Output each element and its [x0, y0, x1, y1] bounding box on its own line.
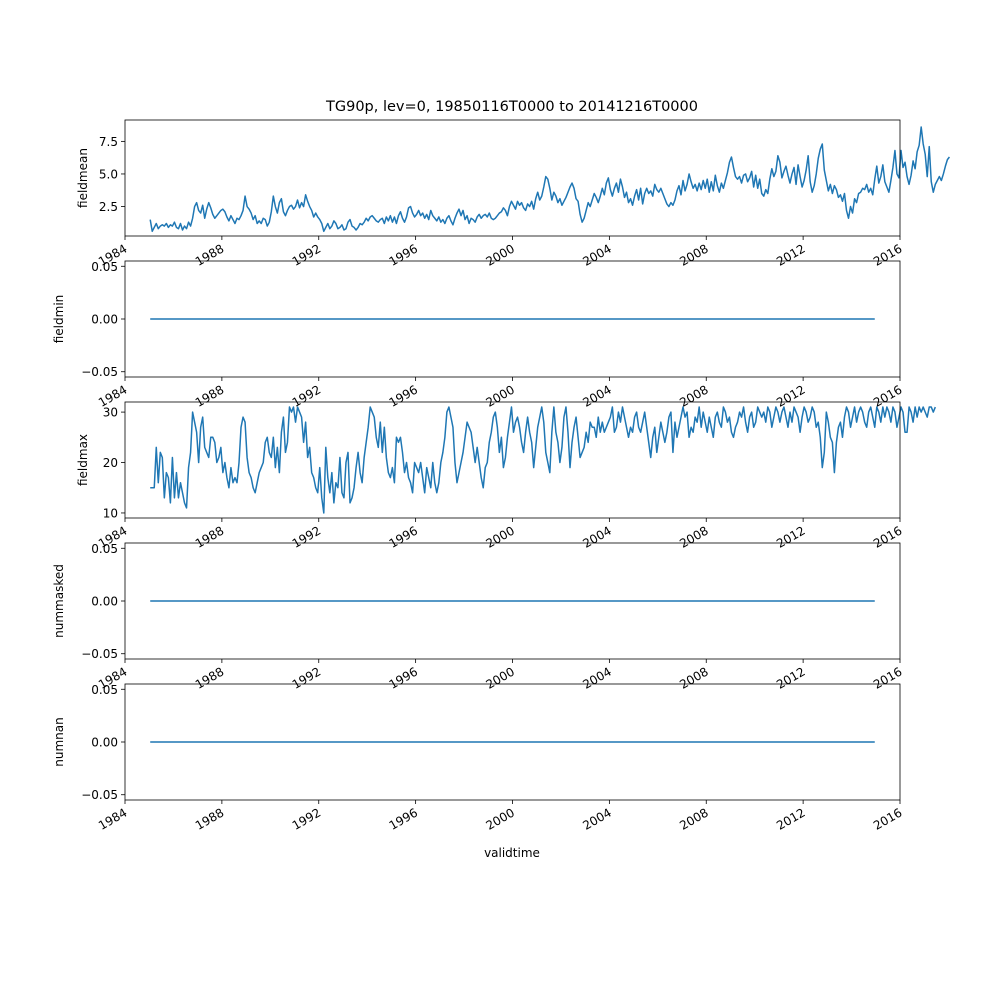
- x-tick-label: 1988: [193, 805, 226, 832]
- x-tick-label: 2008: [677, 664, 710, 691]
- y-axis-label: fieldmin: [52, 295, 66, 344]
- y-tick-label: 0.00: [91, 736, 118, 750]
- y-tick-label: 5.0: [99, 167, 118, 181]
- y-tick-label: 2.5: [99, 200, 118, 214]
- x-tick-label: 1992: [290, 664, 323, 691]
- x-tick-label: 2008: [677, 523, 710, 550]
- y-tick-label: 0.00: [91, 313, 118, 327]
- x-tick-label: 2000: [484, 523, 517, 550]
- x-tick-label: 2004: [580, 664, 613, 691]
- y-tick-label: −0.05: [81, 647, 118, 661]
- x-tick-label: 2000: [484, 241, 517, 268]
- y-tick-label: 0.05: [91, 683, 118, 697]
- x-tick-label: 2012: [774, 241, 807, 268]
- y-axis-label: fieldmean: [76, 148, 90, 208]
- x-tick-label: 2012: [774, 664, 807, 691]
- x-tick-label: 1988: [193, 523, 226, 550]
- x-tick-label: 1992: [290, 382, 323, 409]
- x-tick-label: 2000: [484, 664, 517, 691]
- y-tick-label: 30: [103, 406, 118, 420]
- x-tick-label: 2004: [580, 805, 613, 832]
- x-tick-label: 2000: [484, 382, 517, 409]
- series-line-fieldmean: [149, 126, 951, 233]
- x-tick-label: 2008: [677, 805, 710, 832]
- x-tick-label: 1992: [290, 523, 323, 550]
- y-tick-label: −0.05: [81, 365, 118, 379]
- y-tick-label: 0.05: [91, 542, 118, 556]
- x-tick-label: 1984: [96, 805, 129, 832]
- y-tick-label: 0.00: [91, 595, 118, 609]
- x-tick-label: 2016: [871, 523, 904, 550]
- x-tick-label: 1988: [193, 664, 226, 691]
- x-tick-label: 2000: [484, 805, 517, 832]
- y-axis-label: numnan: [52, 717, 66, 766]
- x-tick-label: 2004: [580, 382, 613, 409]
- x-tick-label: 2016: [871, 382, 904, 409]
- x-tick-label: 2012: [774, 805, 807, 832]
- x-axis-label: validtime: [484, 846, 540, 860]
- x-tick-label: 2016: [871, 805, 904, 832]
- x-tick-label: 1992: [290, 805, 323, 832]
- series-line-fieldmax: [150, 406, 937, 514]
- x-tick-label: 2016: [871, 664, 904, 691]
- x-tick-label: 1996: [387, 382, 420, 409]
- subplot-numnan: 0.05 0.00 −0.05 1984 1988 1992 1996 2000 2004 200…: [52, 683, 905, 833]
- x-tick-label: 1988: [193, 382, 226, 409]
- x-tick-label: 2008: [677, 241, 710, 268]
- y-tick-label: 0.05: [91, 260, 118, 274]
- x-tick-label: 1996: [387, 664, 420, 691]
- y-axis-label: nummasked: [52, 564, 66, 638]
- x-tick-label: 2008: [677, 382, 710, 409]
- y-tick-label: 20: [103, 456, 118, 470]
- chart-title: TG90p, lev=0, 19850116T0000 to 20141216T…: [325, 99, 698, 115]
- x-tick-label: 2004: [580, 523, 613, 550]
- x-tick-label: 1996: [387, 241, 420, 268]
- x-tick-label: 1992: [290, 241, 323, 268]
- y-axis-label: fieldmax: [76, 434, 90, 486]
- x-tick-label: 2012: [774, 523, 807, 550]
- y-tick-label: −0.05: [81, 788, 118, 802]
- x-tick-label: 1996: [387, 805, 420, 832]
- x-tick-label: 1996: [387, 523, 420, 550]
- y-tick-label: 10: [103, 506, 118, 520]
- axes-frame: [124, 119, 901, 237]
- x-tick-label: 2012: [774, 382, 807, 409]
- x-tick-label: 1988: [193, 241, 226, 268]
- x-tick-label: 2016: [871, 241, 904, 268]
- x-tick-label: 2004: [580, 241, 613, 268]
- y-tick-label: 7.5: [99, 135, 118, 149]
